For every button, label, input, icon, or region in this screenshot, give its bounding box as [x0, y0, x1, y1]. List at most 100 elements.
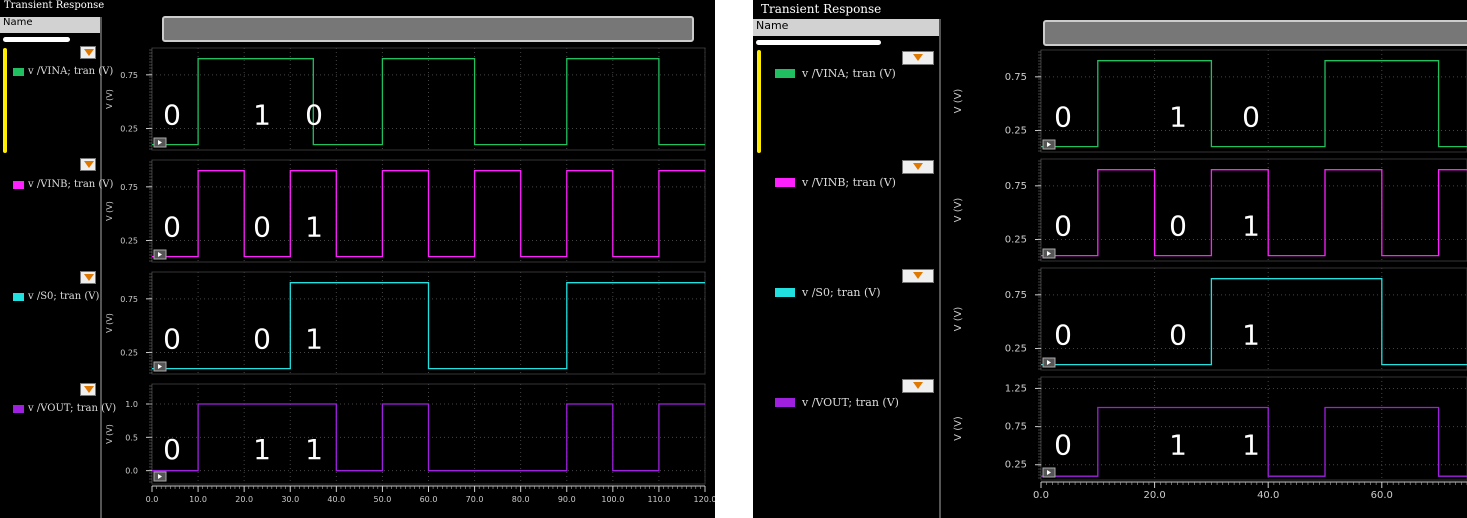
x-tick-label: 40.0	[1257, 490, 1279, 501]
waveform-s0	[152, 282, 705, 370]
y-tick-label: 0.25	[1005, 344, 1027, 355]
legend-swatch-vina[interactable]	[13, 68, 24, 76]
filter-icon[interactable]	[80, 383, 96, 396]
play-icon	[158, 252, 162, 257]
logic-annotation: 1	[305, 211, 323, 244]
legend-label-s0[interactable]: v /S0; tran (V)	[802, 286, 881, 299]
x-tick-label: 20.0	[235, 495, 253, 504]
legend-swatch-vout[interactable]	[13, 405, 24, 413]
panel-splitter[interactable]	[939, 19, 941, 518]
logic-annotation: 0	[305, 99, 323, 132]
y-tick-label: 0.75	[120, 183, 138, 192]
panel-splitter[interactable]	[100, 17, 102, 518]
logic-annotation: 1	[253, 99, 271, 132]
filter-icon[interactable]	[80, 46, 96, 59]
waveform-vina	[152, 58, 705, 146]
waveform-plot-right[interactable]: 0.75 0.25 V (V) 0 1 0 0.75 0.25 V (V) 0 0 1 0.75 0.25…	[941, 48, 1467, 518]
logic-annotation: 0	[163, 323, 181, 356]
y-tick-label: 0.5	[125, 433, 138, 442]
strip-frame	[1040, 267, 1467, 371]
logic-annotation: 0	[1054, 319, 1072, 352]
legend-swatch-s0[interactable]	[13, 293, 24, 301]
waveform-vina	[1041, 60, 1467, 148]
legend-swatch-vout[interactable]	[775, 398, 795, 407]
time-overview-scrollbar[interactable]	[1043, 20, 1467, 46]
logic-annotation: 0	[1169, 210, 1187, 243]
time-overview-scrollbar[interactable]	[162, 16, 694, 42]
logic-annotation: 0	[1169, 319, 1187, 352]
y-tick-label: 0.75	[120, 71, 138, 80]
selection-bar	[3, 48, 7, 153]
y-axis-label: V (V)	[953, 198, 964, 223]
name-column-header[interactable]: Name	[0, 17, 100, 33]
play-icon	[1047, 142, 1051, 147]
filter-icon[interactable]	[902, 269, 934, 283]
x-tick-label: 0.0	[1033, 490, 1049, 501]
y-axis-label: V (V)	[105, 424, 114, 444]
x-tick-label: 90.0	[558, 495, 576, 504]
logic-annotation: 0	[253, 323, 271, 356]
legend-label-s0[interactable]: v /S0; tran (V)	[28, 291, 100, 302]
waveform-vout	[152, 403, 705, 472]
legend-swatch-vina[interactable]	[775, 69, 795, 78]
waveform-s0	[1041, 278, 1467, 366]
x-tick-label: 110.0	[647, 495, 670, 504]
filter-icon[interactable]	[80, 271, 96, 284]
x-tick-label: 60.0	[1371, 490, 1393, 501]
y-tick-label: 1.25	[1005, 383, 1027, 394]
legend-swatch-vinb[interactable]	[775, 178, 795, 187]
y-tick-label: 0.75	[1005, 422, 1027, 433]
y-tick-label: 1.0	[125, 400, 138, 409]
logic-annotation: 0	[1054, 101, 1072, 134]
y-tick-label: 0.75	[1005, 72, 1027, 83]
y-tick-label: 0.25	[1005, 235, 1027, 246]
x-tick-label: 50.0	[374, 495, 392, 504]
strip-frame	[1040, 49, 1467, 153]
y-tick-label: 0.0	[125, 467, 138, 476]
y-tick-label: 0.25	[120, 237, 138, 246]
x-tick-label: 120.0	[694, 495, 715, 504]
play-icon	[1047, 470, 1051, 475]
waveform-vinb	[152, 170, 705, 258]
logic-annotation: 1	[1242, 319, 1260, 352]
name-column-resizer[interactable]	[756, 40, 881, 45]
x-tick-label: 10.0	[189, 495, 207, 504]
logic-annotation: 1	[305, 323, 323, 356]
x-tick-label: 70.0	[466, 495, 484, 504]
filter-icon[interactable]	[902, 379, 934, 393]
y-axis-label: V (V)	[953, 307, 964, 332]
waveform-plot-left[interactable]: 0.75 0.25 V (V) 0 1 0 0.75 0.25 V (V) 0 0 1 0.75 0.25…	[102, 44, 715, 518]
right-waveform-window: Transient Response Name v /VINA; tran (V…	[753, 0, 1467, 518]
logic-annotation: 0	[1054, 210, 1072, 243]
y-axis-label: V (V)	[105, 313, 114, 333]
x-tick-label: 60.0	[420, 495, 438, 504]
y-axis-label: V (V)	[105, 201, 114, 221]
y-axis-label: V (V)	[105, 89, 114, 109]
legend-label-vinb[interactable]: v /VINB; tran (V)	[28, 179, 114, 190]
name-column-header[interactable]: Name	[753, 19, 940, 36]
strip-frame	[1040, 376, 1467, 481]
left-waveform-window: Transient Response Name v /VINA; tran (V…	[0, 0, 715, 518]
legend-swatch-vinb[interactable]	[13, 181, 24, 189]
strip-frame	[1040, 158, 1467, 262]
filter-icon[interactable]	[902, 51, 934, 65]
legend-label-vout[interactable]: v /VOUT; tran (V)	[28, 403, 117, 414]
legend-label-vout[interactable]: v /VOUT; tran (V)	[802, 396, 899, 409]
name-column-resizer[interactable]	[3, 37, 70, 42]
legend-label-vina[interactable]: v /VINA; tran (V)	[28, 66, 114, 77]
logic-annotation: 0	[163, 211, 181, 244]
logic-annotation: 1	[253, 433, 271, 466]
logic-annotation: 1	[305, 433, 323, 466]
logic-annotation: 0	[1054, 428, 1072, 461]
x-tick-label: 0.0	[146, 495, 159, 504]
legend-swatch-s0[interactable]	[775, 288, 795, 297]
filter-icon[interactable]	[902, 160, 934, 174]
legend-label-vinb[interactable]: v /VINB; tran (V)	[802, 176, 896, 189]
play-icon	[1047, 360, 1051, 365]
window-title: Transient Response	[761, 2, 882, 16]
legend-label-vina[interactable]: v /VINA; tran (V)	[802, 67, 896, 80]
waveform-vout	[1041, 406, 1467, 477]
y-tick-label: 0.75	[120, 295, 138, 304]
play-icon	[158, 140, 162, 145]
filter-icon[interactable]	[80, 158, 96, 171]
